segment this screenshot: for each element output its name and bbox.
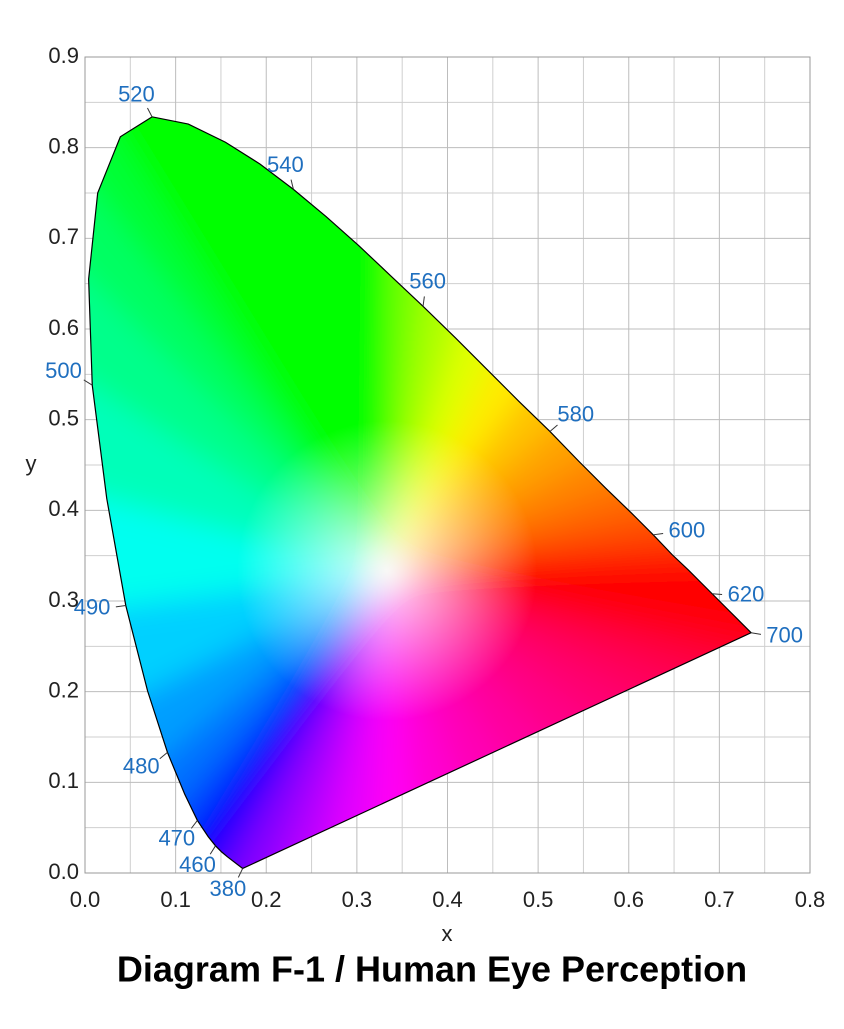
x-tick-label: 0.7 xyxy=(704,887,735,912)
x-tick-label: 0.2 xyxy=(251,887,282,912)
wavelength-label: 600 xyxy=(669,517,706,542)
x-tick-label: 0.3 xyxy=(342,887,373,912)
x-tick-label: 0.4 xyxy=(432,887,463,912)
wavelength-label: 520 xyxy=(118,81,155,106)
y-tick-label: 0.4 xyxy=(48,496,79,521)
wavelength-label: 700 xyxy=(766,623,803,648)
wavelength-label: 620 xyxy=(728,581,765,606)
y-tick-label: 0.8 xyxy=(48,133,79,158)
wavelength-label: 540 xyxy=(267,152,304,177)
y-tick-label: 0.2 xyxy=(48,677,79,702)
wavelength-label: 470 xyxy=(158,825,195,850)
wavelength-label: 480 xyxy=(123,754,160,779)
x-tick-label: 0.1 xyxy=(160,887,191,912)
x-tick-label: 0.8 xyxy=(795,887,826,912)
wavelength-tick xyxy=(712,593,723,595)
wavelength-tick xyxy=(290,179,294,190)
y-axis-label: y xyxy=(26,451,37,476)
x-tick-label: 0.6 xyxy=(613,887,644,912)
wavelength-tick xyxy=(237,868,244,878)
wavelength-label: 380 xyxy=(209,876,246,901)
wavelength-label: 490 xyxy=(74,595,111,620)
wavelength-label: 460 xyxy=(179,852,216,877)
plot-frame xyxy=(84,56,811,874)
y-tick-label: 0.1 xyxy=(48,768,79,793)
wavelength-label: 580 xyxy=(557,402,594,427)
wavelength-tick xyxy=(147,107,153,118)
wavelength-tick xyxy=(159,752,168,760)
wavelength-tick xyxy=(115,605,126,608)
wavelength-label: 560 xyxy=(409,268,446,293)
y-tick-label: 0.9 xyxy=(48,43,79,68)
wavelength-tick xyxy=(83,379,93,386)
x-tick-label: 0.5 xyxy=(523,887,554,912)
x-tick-label: 0.0 xyxy=(70,887,101,912)
color-area xyxy=(88,116,752,869)
chart-title: Diagram F-1 / Human Eye Perception xyxy=(117,949,747,990)
spectral-locus xyxy=(88,116,753,870)
y-tick-label: 0.6 xyxy=(48,315,79,340)
wavelength-tick xyxy=(751,632,762,635)
y-tick-label: 0.0 xyxy=(48,859,79,884)
wavelength-tick xyxy=(422,296,425,307)
wavelength-tick xyxy=(209,845,216,855)
y-tick-label: 0.7 xyxy=(48,224,79,249)
white-center xyxy=(237,420,538,721)
wavelength-tick xyxy=(653,532,664,536)
y-tick-label: 0.5 xyxy=(48,405,79,430)
wavelength-tick xyxy=(190,820,198,829)
x-axis-label: x xyxy=(442,921,453,946)
y-tick-label: 0.3 xyxy=(48,587,79,612)
wavelength-label: 500 xyxy=(45,358,82,383)
wavelength-tick xyxy=(549,424,558,432)
